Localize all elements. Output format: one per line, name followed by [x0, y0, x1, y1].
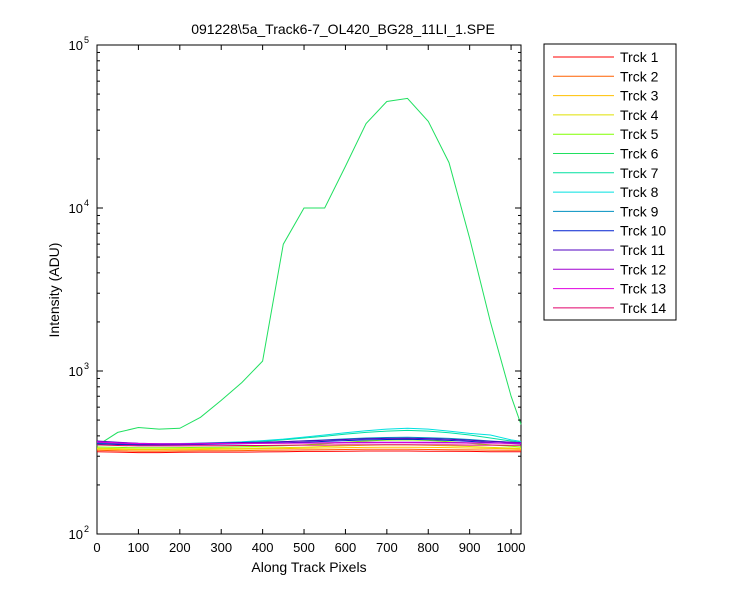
series-line-3 — [96, 446, 522, 451]
legend-box — [543, 43, 677, 321]
series-line-6 — [96, 97, 522, 447]
y-axis-label: Intensity (ADU) — [46, 243, 62, 338]
legend-label-11: Trck 11 — [620, 242, 665, 258]
legend-label-12: Trck 12 — [620, 261, 666, 277]
legend-label-4: Trck 4 — [620, 107, 659, 123]
x-tick-label: 200 — [169, 540, 191, 555]
x-axis-ticks: 0 100 200 300 400 500 600 700 800 900 1000 — [93, 45, 526, 555]
legend-label-2: Trck 2 — [620, 68, 659, 84]
x-axis-label: Along Track Pixels — [251, 559, 366, 575]
legend-label-3: Trck 3 — [620, 88, 659, 104]
series-line-10 — [96, 438, 522, 446]
x-tick-label: 600 — [335, 540, 357, 555]
x-tick-label: 0 — [93, 540, 100, 555]
series-line-14 — [96, 444, 521, 447]
y-tick-label-exponent: 4 — [84, 198, 89, 208]
legend-label-5: Trck 5 — [620, 126, 659, 142]
legend-label-13: Trck 13 — [620, 281, 666, 297]
series-line-13 — [96, 441, 521, 445]
y-tick-label-exponent: 3 — [84, 361, 89, 371]
y-tick-label-exponent: 2 — [84, 524, 89, 534]
legend-label-10: Trck 10 — [620, 223, 666, 239]
legend: Trck 1 Trck 2 Trck 3 Trck 4 Trck 5 Trck 6 Trck… — [543, 43, 677, 321]
y-tick-label-base: 10 — [69, 201, 83, 216]
series-line-4 — [96, 444, 522, 450]
x-tick-label: 100 — [128, 540, 150, 555]
legend-label-8: Trck 8 — [620, 184, 659, 200]
legend-label-7: Trck 7 — [620, 165, 659, 181]
axes-box — [96, 44, 522, 535]
series-lines — [96, 97, 522, 454]
x-tick-label: 1000 — [497, 540, 526, 555]
legend-label-14: Trck 14 — [620, 300, 666, 316]
y-tick-label-base: 10 — [69, 364, 83, 379]
x-tick-label: 900 — [459, 540, 481, 555]
legend-label-9: Trck 9 — [620, 203, 659, 219]
y-tick-label-base: 10 — [69, 38, 83, 53]
legend-label-1: Trck 1 — [620, 49, 659, 65]
y-tick-label-exponent: 5 — [84, 35, 89, 45]
x-tick-label: 800 — [417, 540, 439, 555]
y-tick-label-base: 10 — [69, 527, 83, 542]
legend-label-6: Trck 6 — [620, 146, 659, 162]
series-line-2 — [96, 448, 521, 452]
plot-area: 0 100 200 300 400 500 600 700 800 900 1000 10 210 31… — [69, 35, 526, 555]
chart-title: 091228\5a_Track6-7_OL420_BG28_11LI_1.SPE — [191, 21, 495, 37]
x-tick-label: 500 — [293, 540, 315, 555]
series-line-1 — [96, 450, 521, 454]
x-tick-label: 400 — [252, 540, 274, 555]
x-tick-label: 300 — [210, 540, 232, 555]
x-tick-label: 700 — [376, 540, 398, 555]
